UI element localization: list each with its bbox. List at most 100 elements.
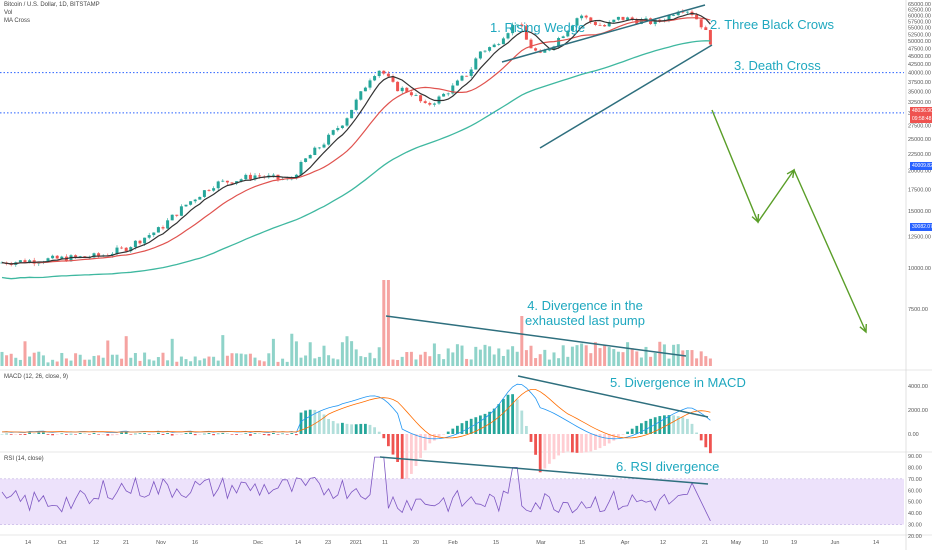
candle-body-21: [97, 253, 101, 257]
volume-bar-44: [202, 358, 206, 366]
macd-histogram-bar-42: [193, 434, 197, 436]
macd-histogram-bar-126: [580, 434, 583, 453]
candle-body-133: [612, 19, 616, 23]
macd-histogram-bar-4: [19, 434, 22, 435]
macd-histogram-bar-103: [474, 417, 478, 434]
time-tick-label-5: 16: [192, 540, 198, 546]
candle-body-89: [409, 92, 413, 96]
ma-short-line: [1, 12, 711, 265]
macd-histogram-bar-137: [630, 428, 634, 434]
volume-bar-119: [547, 359, 551, 366]
volume-bar-95: [437, 354, 441, 366]
macd-histogram-bar-19: [88, 434, 91, 435]
volume-bar-50: [230, 353, 234, 366]
macd-histogram-bar-138: [635, 425, 639, 434]
macd-histogram-bar-116: [534, 434, 537, 455]
candle-body-35: [161, 227, 165, 229]
macd-histogram-bar-78: [359, 423, 363, 434]
volume-bar-56: [258, 360, 262, 366]
volume-bar-45: [207, 356, 211, 366]
volume-bar-116: [534, 358, 538, 366]
macd-histogram-bar-83: [382, 434, 386, 439]
volume-bar-33: [152, 360, 156, 366]
volume-bar-6: [28, 356, 32, 366]
ma-cross-legend[interactable]: MA Cross: [4, 18, 31, 24]
volume-bar-21: [97, 355, 101, 366]
volume-bar-27: [124, 336, 128, 366]
volume-bar-88: [405, 352, 409, 366]
macd-histogram-bar-82: [377, 431, 381, 434]
macd-histogram-bar-148: [681, 417, 685, 434]
candle-body-121: [557, 38, 561, 47]
candle-body-64: [294, 174, 298, 179]
macd-histogram-bar-73: [336, 423, 340, 434]
price-tick-label-17: 22500.00: [908, 152, 931, 158]
volume-bar-141: [649, 356, 653, 366]
time-tick-label-0: 14: [25, 540, 31, 546]
price-tick-label-9: 42500.00: [908, 62, 931, 68]
macd-histogram-bar-18: [83, 433, 87, 434]
macd-histogram-bar-92: [423, 434, 427, 451]
candle-body-87: [400, 87, 404, 92]
candle-body-118: [543, 50, 547, 53]
volume-bar-4: [18, 359, 22, 366]
volume-bar-83: [382, 280, 386, 366]
candle-body-91: [419, 95, 423, 102]
time-tick-label-10: 11: [382, 540, 388, 546]
candle-body-146: [672, 15, 676, 16]
annotation-rsi-divergence: 6. RSI divergence: [616, 459, 720, 474]
macd-histogram-bar-86: [396, 434, 399, 462]
candle-body-79: [363, 87, 367, 92]
volume-bar-5: [23, 341, 27, 366]
symbol-title[interactable]: Bitcoin / U.S. Dollar, 1D, BITSTAMP: [4, 2, 100, 8]
volume-bar-154: [708, 358, 712, 366]
macd-histogram-bar-79: [364, 423, 367, 434]
volume-legend[interactable]: Vol: [4, 10, 13, 16]
candle-body-86: [396, 81, 400, 92]
volume-bar-58: [267, 353, 271, 366]
volume-bar-71: [327, 355, 331, 366]
candle-body-152: [699, 19, 703, 28]
price-tick-label-12: 35000.00: [908, 89, 931, 95]
rsi-legend[interactable]: RSI (14, close): [4, 456, 44, 462]
macd-histogram-bar-100: [460, 423, 464, 434]
macd-legend[interactable]: MACD (12, 26, close, 9): [4, 374, 69, 380]
volume-bar-124: [570, 346, 574, 366]
volume-bar-22: [101, 357, 105, 366]
candle-body-112: [515, 24, 519, 26]
volume-bar-150: [690, 350, 694, 366]
volume-bar-8: [37, 351, 41, 366]
candle-body-85: [391, 76, 395, 82]
volume-bar-59: [271, 338, 275, 366]
volume-bar-152: [699, 351, 703, 366]
macd-histogram-bar-71: [327, 418, 330, 434]
macd-histogram-bar-39: [180, 434, 183, 435]
volume-bar-92: [423, 351, 427, 366]
macd-histogram-bar-118: [543, 434, 547, 469]
candle-body-108: [497, 44, 501, 45]
macd-histogram-bar-146: [672, 415, 675, 434]
macd-histogram-bar-125: [575, 434, 579, 453]
candle-body-116: [534, 48, 538, 51]
macd-histogram-bar-119: [548, 434, 551, 464]
candle-body-96: [442, 93, 446, 97]
price-tick-label-15: 27500.00: [908, 124, 931, 130]
macd-histogram-bar-99: [456, 425, 459, 434]
candle-body-70: [322, 144, 326, 148]
time-tick-label-22: Jun: [831, 540, 840, 546]
candle-body-143: [658, 19, 662, 22]
volume-bar-67: [308, 342, 312, 366]
macd-histogram-bar-11: [51, 434, 54, 436]
time-tick-label-9: 2021: [350, 540, 362, 546]
rsi-tick-label-2: 70.00: [908, 477, 922, 483]
price-tick-label-19: 17500.00: [908, 187, 931, 193]
candle-body-38: [175, 214, 179, 216]
macd-histogram-bar-76: [350, 424, 353, 434]
candle-body-34: [156, 227, 160, 233]
volume-bar-107: [492, 354, 496, 366]
macd-histogram-bar-154: [709, 434, 712, 454]
candle-body-50: [230, 182, 234, 184]
macd-histogram-bar-70: [322, 414, 326, 434]
price-tick-label-1: 62500.00: [908, 8, 931, 14]
